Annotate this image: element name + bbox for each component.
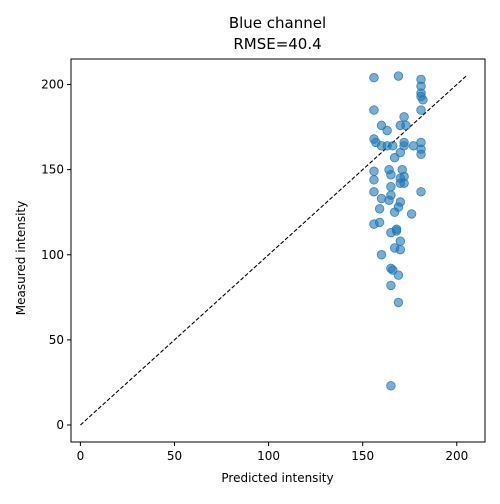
data-point	[406, 209, 417, 219]
data-point	[393, 270, 404, 280]
data-point	[382, 125, 392, 136]
data-point	[388, 141, 398, 151]
y-tick-label: 0	[56, 418, 64, 432]
data-point	[376, 193, 387, 204]
data-point	[389, 153, 400, 163]
data-point	[389, 207, 400, 217]
data-point	[386, 381, 396, 391]
data-point	[418, 95, 428, 105]
y-axis-label: Measured intensity	[14, 201, 28, 315]
data-point	[393, 71, 404, 81]
data-point	[374, 204, 385, 214]
y-tick-label: 200	[41, 78, 64, 92]
data-point	[386, 170, 396, 180]
data-point	[369, 105, 379, 115]
y-tick-label: 100	[41, 248, 64, 262]
data-point	[386, 280, 396, 291]
x-tick-label: 50	[167, 449, 182, 463]
data-point	[369, 73, 379, 83]
data-point	[416, 105, 426, 115]
data-point	[386, 227, 396, 238]
data-point	[399, 178, 409, 188]
data-point	[369, 175, 379, 185]
x-axis-label: Predicted intensity	[221, 471, 333, 485]
data-point	[393, 297, 404, 308]
data-point	[399, 112, 409, 122]
y-tick-label: 150	[41, 163, 64, 177]
x-tick-label: 100	[257, 449, 280, 463]
axes: 0 50 100 150 200 0 50 100 150 200	[41, 58, 486, 463]
data-point	[369, 187, 379, 197]
data-point	[416, 187, 426, 197]
x-tick-label: 150	[351, 449, 374, 463]
plot-frame	[70, 58, 486, 443]
y-tick-label: 50	[49, 333, 64, 347]
data-point	[369, 219, 379, 229]
data-point	[401, 120, 411, 131]
data-point	[395, 244, 406, 255]
x-tick-label: 0	[77, 449, 85, 463]
data-point	[416, 149, 426, 160]
data-point	[369, 166, 379, 177]
data-point	[386, 181, 396, 192]
reference-line	[80, 75, 467, 426]
x-tick-label: 200	[445, 449, 468, 463]
data-point	[384, 195, 394, 205]
data-point	[376, 250, 387, 260]
plot-area	[80, 71, 467, 426]
chart-title: Blue channel	[229, 14, 326, 32]
chart-subtitle: RMSE=40.4	[233, 35, 321, 53]
